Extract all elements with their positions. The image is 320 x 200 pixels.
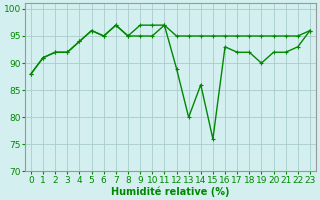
X-axis label: Humidité relative (%): Humidité relative (%): [111, 186, 230, 197]
